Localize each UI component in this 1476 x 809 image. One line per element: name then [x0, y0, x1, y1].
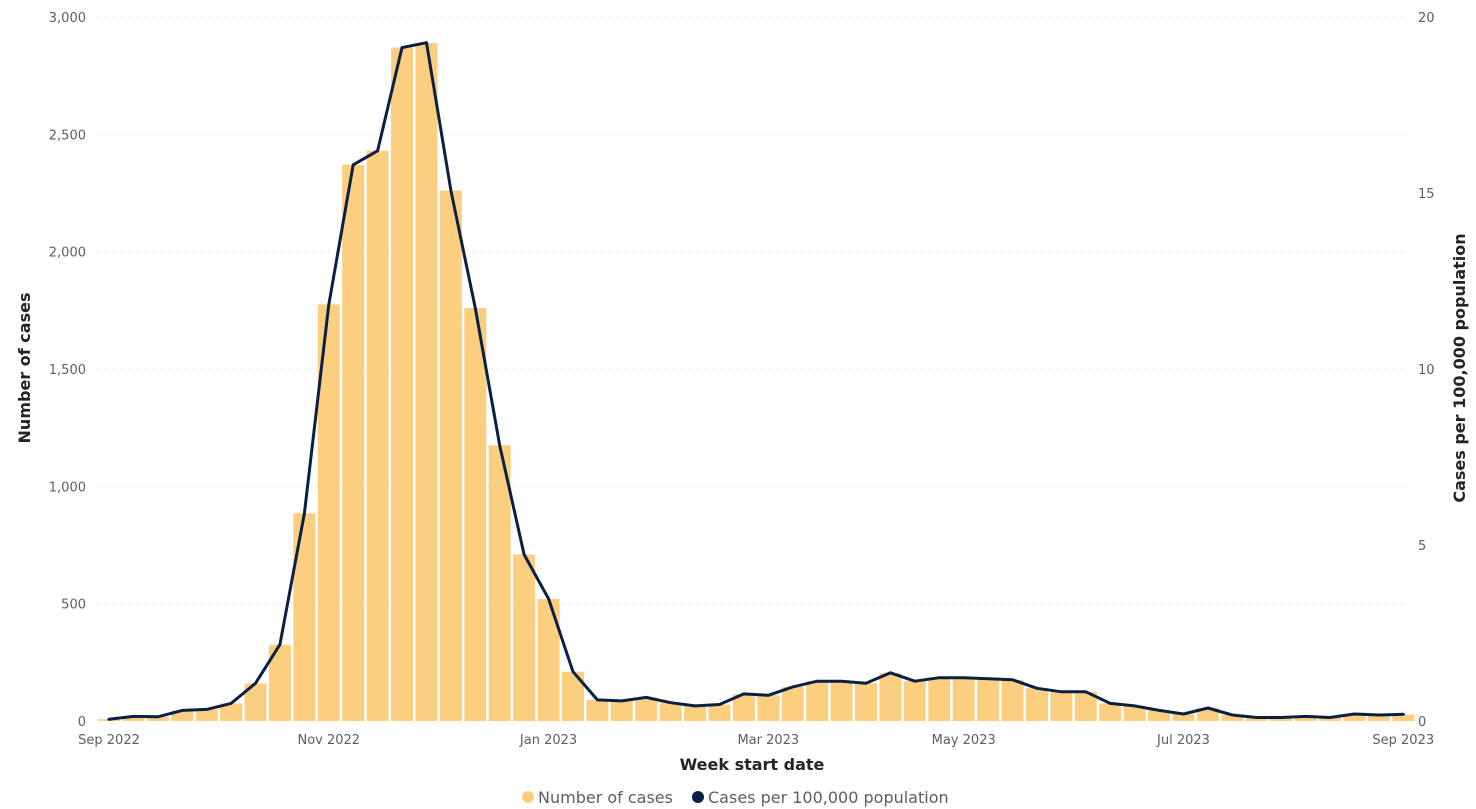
bar	[610, 701, 633, 721]
bar	[195, 709, 218, 721]
bar	[1099, 703, 1122, 721]
bar	[561, 671, 584, 721]
y-tick-label: 2,500	[49, 128, 86, 143]
bar	[806, 681, 829, 721]
legend-bars-marker	[522, 791, 534, 803]
x-tick-label: Mar 2023	[737, 733, 799, 748]
y2-axis-title: Cases per 100,000 population	[1450, 233, 1469, 502]
line-series	[107, 41, 1405, 721]
bar	[1319, 717, 1341, 721]
x-tick-label: Nov 2022	[297, 733, 360, 748]
bar	[293, 513, 316, 721]
y2-tick-label: 5	[1418, 539, 1426, 554]
x-tick-label: Jul 2023	[1156, 733, 1210, 748]
bar	[171, 710, 194, 721]
bar	[830, 681, 853, 721]
x-tick-label: Sep 2023	[1372, 733, 1434, 748]
bar	[1367, 715, 1390, 721]
y-tick-label: 3,000	[49, 11, 86, 26]
y-axis-title: Number of cases	[15, 293, 34, 444]
bar	[1148, 710, 1171, 721]
bar	[1392, 714, 1415, 721]
bar	[879, 672, 902, 721]
bar	[415, 42, 438, 721]
bar	[513, 554, 536, 721]
bar	[342, 164, 365, 722]
bar	[122, 716, 145, 721]
y-tick-label: 2,000	[49, 246, 86, 261]
bar	[903, 681, 926, 721]
y-tick-label: 500	[61, 598, 86, 613]
bar	[1245, 717, 1268, 721]
bar	[708, 704, 731, 721]
bar	[537, 598, 560, 721]
bar	[1221, 715, 1244, 721]
legend-line-label: Cases per 100,000 population	[708, 788, 949, 807]
bar	[1025, 688, 1048, 721]
y-tick-label: 1,000	[49, 480, 86, 495]
bar	[146, 716, 169, 721]
bar	[732, 694, 755, 721]
bars-series	[98, 42, 1415, 722]
bar	[1196, 708, 1219, 721]
bar	[244, 683, 267, 721]
bar	[1343, 713, 1366, 721]
bar	[855, 683, 878, 721]
y2-tick-label: 20	[1418, 11, 1435, 26]
y-tick-label: 0	[78, 715, 86, 730]
bar	[684, 705, 707, 721]
bar	[659, 702, 682, 721]
right-axis-ticks: 0 5 10 15 20	[1418, 11, 1435, 730]
bar	[366, 150, 389, 721]
bar	[1050, 691, 1073, 721]
series-line	[107, 41, 1405, 721]
bar	[1294, 716, 1317, 721]
legend-bars-label: Number of cases	[538, 788, 673, 807]
y2-tick-label: 10	[1418, 363, 1435, 378]
x-tick-label: Sep 2022	[78, 733, 140, 748]
bar	[1172, 713, 1195, 721]
bar	[1074, 691, 1097, 721]
bar	[220, 703, 243, 721]
bar	[268, 644, 291, 721]
x-axis-title: Week start date	[680, 755, 825, 774]
bar	[635, 697, 658, 721]
x-tick-label: Jan 2023	[519, 733, 577, 748]
legend-line-marker	[692, 791, 704, 803]
bar	[1270, 717, 1293, 721]
bar	[586, 699, 609, 721]
bar	[952, 677, 975, 721]
bar	[928, 677, 951, 721]
legend: Number of cases Cases per 100,000 popula…	[522, 788, 949, 807]
bar	[977, 678, 1000, 721]
bar	[439, 190, 462, 722]
left-axis-ticks: 0 500 1,000 1,500 2,000 2,500 3,000	[49, 11, 86, 730]
y2-tick-label: 15	[1418, 187, 1435, 202]
bar	[488, 445, 511, 721]
bar	[1001, 679, 1024, 721]
bar	[317, 304, 340, 721]
x-tick-label: May 2023	[932, 733, 996, 748]
bar	[464, 307, 487, 721]
y2-tick-label: 0	[1418, 715, 1426, 730]
bar	[1123, 705, 1146, 721]
bar	[391, 47, 414, 722]
gridlines	[96, 16, 1408, 605]
bar	[781, 686, 804, 721]
y-tick-label: 1,500	[49, 363, 86, 378]
bar	[757, 695, 780, 721]
x-axis-ticks: Sep 2022 Nov 2022 Jan 2023 Mar 2023 May 2023…	[78, 733, 1434, 748]
